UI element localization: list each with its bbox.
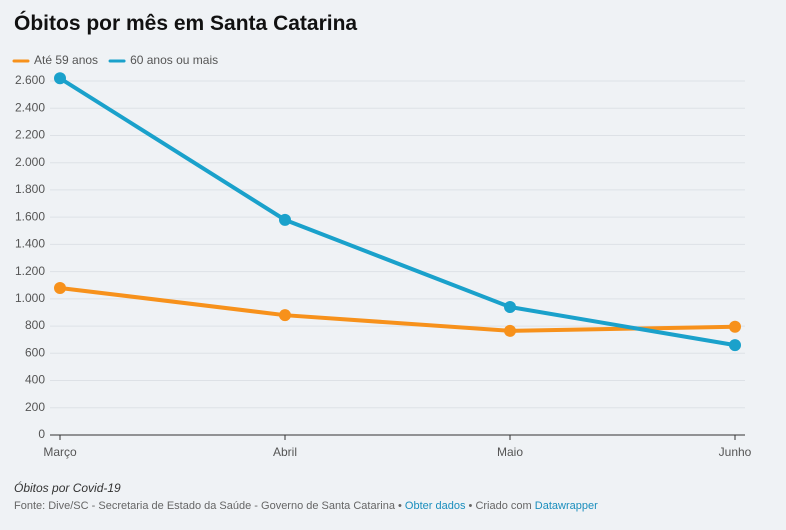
data-point: [729, 339, 741, 352]
legend-label: 60 anos ou mais: [130, 53, 218, 67]
data-point: [504, 301, 516, 314]
series-line: [58, 76, 736, 348]
chart-title: Óbitos por mês em Santa Catarina: [14, 12, 358, 35]
y-tick-label: 2.600: [15, 73, 45, 87]
y-tick-label: 1.400: [15, 237, 45, 251]
y-tick-label: 2.400: [15, 100, 45, 114]
y-tick-label: 1.000: [15, 291, 45, 305]
series-line: [59, 285, 736, 333]
notes: Óbitos por Covid-19: [14, 481, 121, 495]
data-point: [729, 320, 741, 333]
x-tick-label: Abril: [273, 445, 297, 459]
data-point: [54, 72, 66, 85]
data-point: [279, 213, 291, 226]
y-tick-label: 400: [25, 373, 45, 387]
chart: Até 59 anos 60 anos ou mais 0 200 400 600 800 1…: [12, 53, 752, 459]
separator: •: [468, 500, 473, 512]
data-point: [504, 324, 516, 337]
y-tick-label: 200: [25, 400, 45, 414]
data-link[interactable]: Obter dados: [404, 500, 466, 512]
y-tick-label: 800: [25, 318, 45, 332]
separator: •: [398, 500, 402, 512]
source-text: Fonte: Dive/SC - Secretaria de Estado da…: [14, 500, 395, 512]
credit-text: Criado com: [475, 500, 532, 512]
x-tick-label: Março: [43, 445, 77, 459]
source: Fonte: Dive/SC - Secretaria de Estado da…: [14, 500, 598, 512]
y-tick-label: 1.800: [15, 182, 45, 196]
y-tick-label: 0: [38, 427, 45, 441]
y-tick-label: 600: [25, 345, 45, 359]
y-tick-label: 2.200: [15, 128, 45, 142]
x-tick-label: Maio: [497, 445, 523, 459]
y-tick-label: 1.200: [15, 264, 45, 278]
credit-link[interactable]: Datawrapper: [534, 500, 598, 512]
legend-label: Até 59 anos: [34, 53, 98, 67]
y-tick-label: 2.000: [15, 155, 45, 169]
data-point: [54, 281, 66, 294]
x-tick-label: Junho: [719, 445, 752, 459]
y-tick-label: 1.600: [15, 209, 45, 223]
data-point: [279, 309, 291, 322]
